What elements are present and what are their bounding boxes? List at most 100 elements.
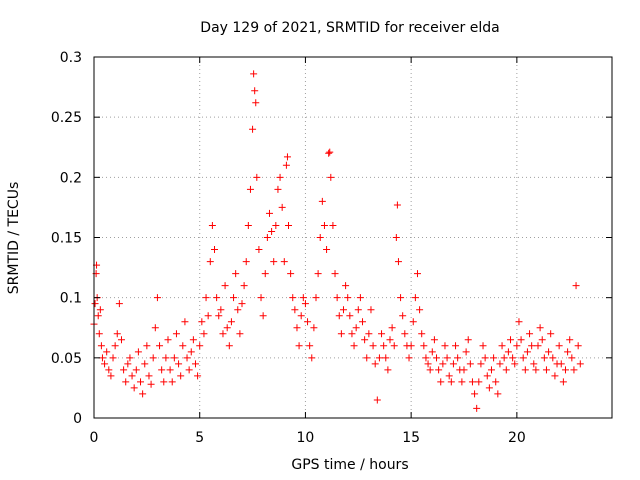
- data-point: [202, 294, 210, 302]
- data-point: [141, 360, 149, 368]
- data-point: [515, 318, 523, 326]
- data-point: [420, 342, 428, 350]
- data-point: [200, 330, 208, 338]
- data-point: [487, 366, 495, 374]
- data-point: [492, 378, 500, 386]
- grid: [94, 57, 612, 418]
- data-point: [299, 294, 307, 302]
- data-point: [350, 342, 358, 350]
- data-point: [189, 336, 197, 344]
- data-point: [466, 360, 474, 368]
- data-point: [439, 360, 447, 368]
- data-point: [540, 354, 548, 362]
- data-point: [519, 354, 527, 362]
- y-tick-label: 0.25: [51, 110, 82, 126]
- data-point: [413, 270, 421, 278]
- data-point: [572, 282, 580, 290]
- x-tick-label: 0: [90, 430, 99, 446]
- data-point: [380, 342, 388, 350]
- data-point: [462, 348, 470, 356]
- data-point: [401, 330, 409, 338]
- data-points: [90, 70, 584, 412]
- data-point: [530, 360, 538, 368]
- data-point: [348, 330, 356, 338]
- data-point: [103, 348, 111, 356]
- data-point: [411, 294, 419, 302]
- x-tick-label: 20: [508, 430, 526, 446]
- data-point: [156, 342, 164, 350]
- data-point: [388, 324, 396, 332]
- data-point: [230, 294, 238, 302]
- data-point: [109, 354, 117, 362]
- data-point: [394, 258, 402, 266]
- data-point: [185, 366, 193, 374]
- y-tick-label: 0: [73, 411, 82, 427]
- x-axis-label: GPS time / hours: [291, 457, 408, 473]
- data-point: [257, 294, 265, 302]
- data-point: [365, 330, 373, 338]
- data-point: [549, 354, 557, 362]
- data-point: [265, 209, 273, 217]
- data-point: [437, 378, 445, 386]
- data-point: [252, 99, 260, 107]
- data-point: [405, 354, 413, 362]
- data-point: [122, 378, 130, 386]
- data-point: [504, 348, 512, 356]
- data-point: [418, 330, 426, 338]
- data-point: [301, 300, 309, 308]
- data-point: [473, 404, 481, 412]
- data-point: [430, 336, 438, 344]
- data-point: [521, 366, 529, 374]
- data-point: [139, 390, 147, 398]
- data-point: [287, 270, 295, 278]
- data-point: [498, 342, 506, 350]
- data-point: [181, 318, 189, 326]
- data-point: [164, 336, 172, 344]
- data-point: [464, 336, 472, 344]
- x-axis-ticks: 0 5 10 15 20: [90, 57, 526, 446]
- data-point: [107, 372, 115, 380]
- data-point: [124, 360, 132, 368]
- data-point: [120, 366, 128, 374]
- data-point: [96, 306, 104, 314]
- data-point: [132, 366, 140, 374]
- data-point: [393, 201, 401, 209]
- data-point: [143, 342, 151, 350]
- data-point: [274, 185, 282, 193]
- data-point: [128, 372, 136, 380]
- data-point: [223, 324, 231, 332]
- data-point: [449, 360, 457, 368]
- data-point: [517, 336, 525, 344]
- data-point: [236, 330, 244, 338]
- data-point: [538, 336, 546, 344]
- data-point: [528, 342, 536, 350]
- data-point: [382, 354, 390, 362]
- data-point: [475, 378, 483, 386]
- data-point: [113, 330, 121, 338]
- data-point: [283, 153, 291, 161]
- data-point: [490, 354, 498, 362]
- data-point: [454, 354, 462, 362]
- data-point: [441, 342, 449, 350]
- data-point: [359, 318, 367, 326]
- data-point: [329, 221, 337, 229]
- data-point: [386, 336, 394, 344]
- data-point: [485, 384, 493, 392]
- data-point: [373, 396, 381, 404]
- data-point: [293, 324, 301, 332]
- data-point: [523, 348, 531, 356]
- data-point: [323, 246, 331, 254]
- data-point: [433, 354, 441, 362]
- data-point: [206, 258, 214, 266]
- data-point: [507, 336, 515, 344]
- data-point: [153, 294, 161, 302]
- data-point: [477, 360, 485, 368]
- data-point: [316, 234, 324, 241]
- data-point: [331, 270, 339, 278]
- data-point: [98, 354, 106, 362]
- data-point: [278, 203, 286, 211]
- data-point: [312, 294, 320, 302]
- data-point: [272, 221, 280, 229]
- data-point: [574, 342, 582, 350]
